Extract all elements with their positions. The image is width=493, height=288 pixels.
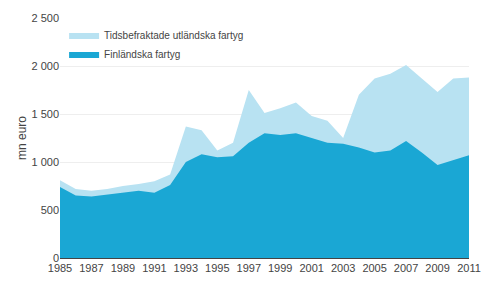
svg-text:1999: 1999 (268, 262, 292, 274)
svg-text:2009: 2009 (425, 262, 449, 274)
svg-text:0: 0 (53, 252, 59, 264)
svg-text:2 000: 2 000 (31, 60, 59, 72)
svg-text:1985: 1985 (48, 262, 72, 274)
svg-text:2001: 2001 (299, 262, 323, 274)
svg-text:1991: 1991 (142, 262, 166, 274)
svg-text:Finländska fartyg: Finländska fartyg (104, 49, 180, 60)
svg-text:2003: 2003 (331, 262, 355, 274)
svg-text:1989: 1989 (111, 262, 135, 274)
svg-text:1 000: 1 000 (31, 156, 59, 168)
svg-text:2 500: 2 500 (31, 12, 59, 24)
svg-text:2007: 2007 (394, 262, 418, 274)
svg-text:1995: 1995 (205, 262, 229, 274)
svg-text:1987: 1987 (79, 262, 103, 274)
svg-text:500: 500 (41, 204, 59, 216)
svg-text:1997: 1997 (237, 262, 261, 274)
svg-text:1 500: 1 500 (31, 108, 59, 120)
svg-text:mn euro: mn euro (15, 116, 29, 160)
svg-text:Tidsbefraktade utländska farty: Tidsbefraktade utländska fartyg (104, 30, 243, 41)
svg-text:2011: 2011 (457, 262, 481, 274)
svg-text:2005: 2005 (362, 262, 386, 274)
svg-text:1993: 1993 (174, 262, 198, 274)
